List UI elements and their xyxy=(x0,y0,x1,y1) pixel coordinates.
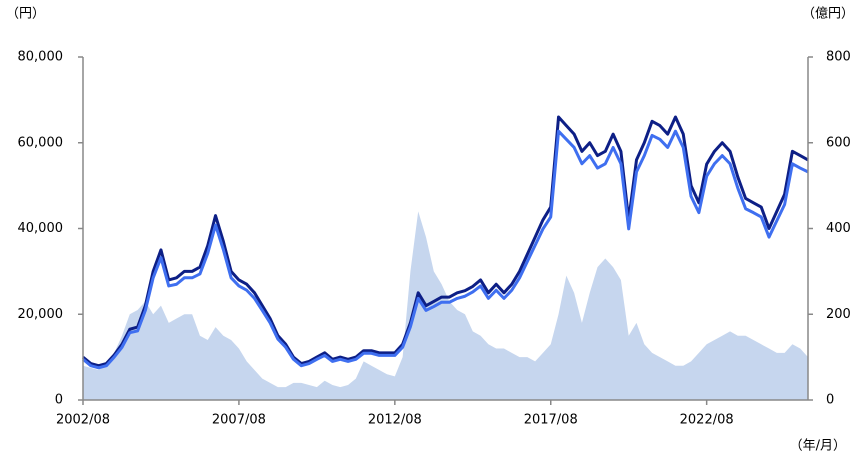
x-tick-label: 2012/08 xyxy=(368,413,422,428)
area xyxy=(83,211,808,400)
y-tick-label: 20,000 xyxy=(18,307,64,322)
y-tick-label: 0 xyxy=(55,393,63,408)
x-tick-label: 2017/08 xyxy=(524,413,578,428)
line xyxy=(82,115,809,368)
y2-tick-label: 600 xyxy=(826,135,851,150)
x-tick-label: 2022/08 xyxy=(680,413,734,428)
y2-unit-label: （億円） xyxy=(802,6,854,22)
x-unit-label: （年/月） xyxy=(790,439,846,454)
x-tick-label: 2002/08 xyxy=(56,413,110,428)
y2-tick-label: 400 xyxy=(826,221,851,236)
x-tick-label: 2007/08 xyxy=(212,413,266,428)
y-tick-label: 60,000 xyxy=(18,135,64,150)
y2-tick-label: 200 xyxy=(826,307,851,322)
line xyxy=(82,129,809,370)
y-tick-label: 40,000 xyxy=(18,221,64,236)
y-unit-label: （円） xyxy=(6,7,45,22)
y-tick-label: 80,000 xyxy=(18,50,64,65)
y2-tick-label: 800 xyxy=(826,50,851,65)
y2-tick-label: 0 xyxy=(826,393,834,408)
